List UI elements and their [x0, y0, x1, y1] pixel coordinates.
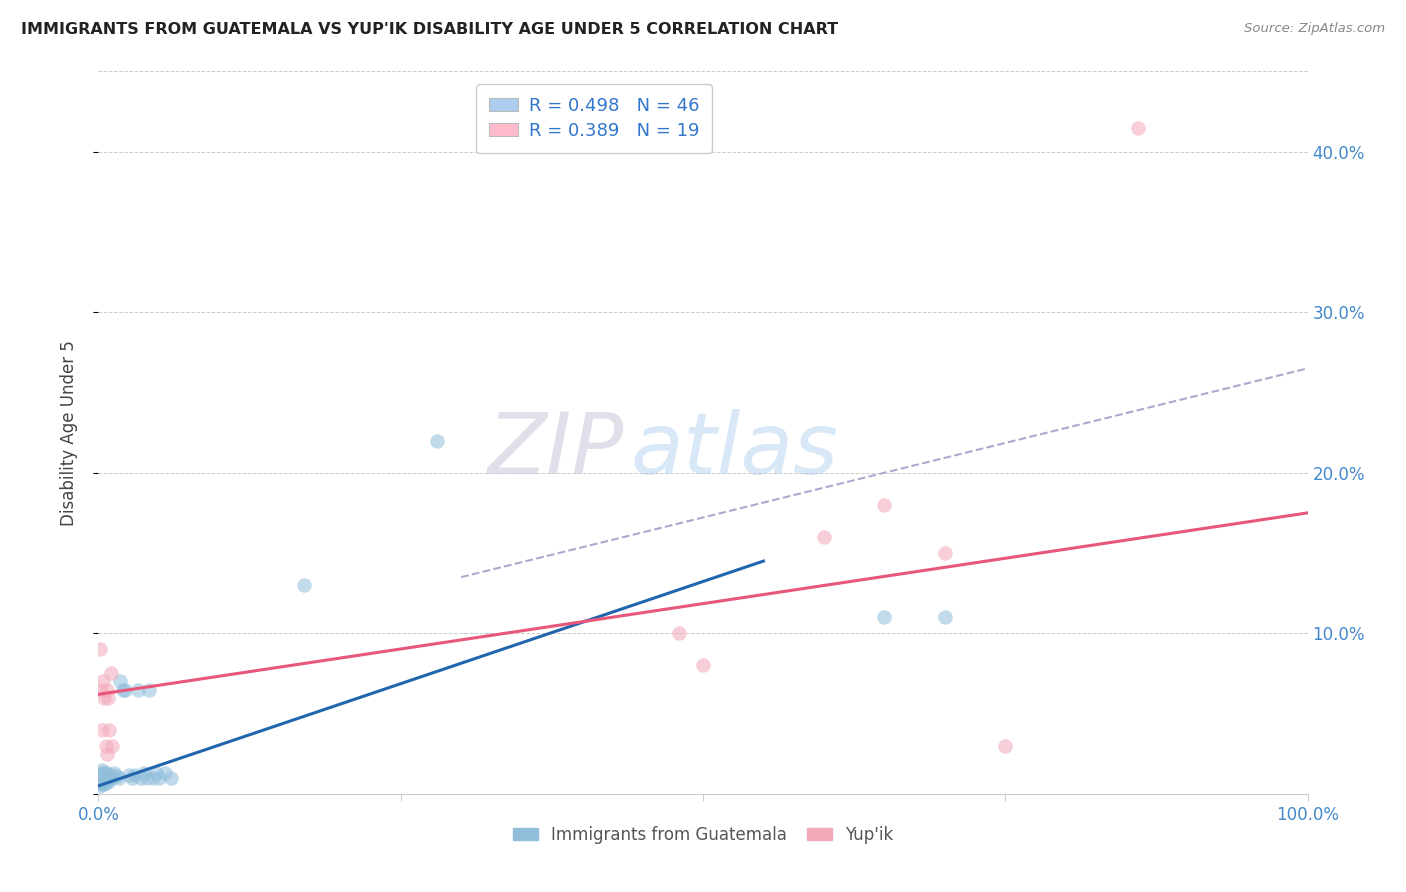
Point [426, 434, 449, 448]
Point [114, 682, 136, 697]
Point [118, 767, 141, 781]
Point [89, 771, 111, 785]
Point [142, 771, 165, 785]
Point [97, 771, 120, 785]
Text: IMMIGRANTS FROM GUATEMALA VS YUP'IK DISABILITY AGE UNDER 5 CORRELATION CHART: IMMIGRANTS FROM GUATEMALA VS YUP'IK DISA… [21, 22, 838, 37]
Y-axis label: Disability Age Under 5: Disability Age Under 5 [59, 340, 77, 525]
Point [692, 658, 714, 673]
Point [91, 774, 114, 789]
Point [103, 766, 125, 780]
Point [668, 626, 690, 640]
Point [148, 771, 170, 785]
Point [100, 739, 122, 753]
Point [96, 766, 118, 780]
Point [93, 690, 115, 705]
Point [91, 763, 114, 777]
Point [108, 771, 131, 785]
Point [94, 767, 117, 781]
Point [91, 775, 114, 789]
Text: Source: ZipAtlas.com: Source: ZipAtlas.com [1244, 22, 1385, 36]
Point [994, 739, 1017, 753]
Point [934, 610, 956, 624]
Point [96, 747, 118, 761]
Point [91, 674, 114, 689]
Point [124, 767, 146, 781]
Point [292, 578, 315, 592]
Point [96, 682, 118, 697]
Point [134, 766, 156, 780]
Legend: Immigrants from Guatemala, Yup'ik: Immigrants from Guatemala, Yup'ik [506, 819, 900, 851]
Point [873, 498, 896, 512]
Point [93, 777, 115, 791]
Point [813, 530, 835, 544]
Point [127, 682, 149, 697]
Point [93, 766, 115, 780]
Text: ZIP: ZIP [488, 409, 624, 492]
Point [160, 771, 183, 785]
Point [121, 771, 143, 785]
Point [90, 767, 112, 781]
Point [90, 777, 112, 791]
Point [93, 771, 115, 785]
Text: atlas: atlas [630, 409, 838, 492]
Point [90, 682, 112, 697]
Point [98, 774, 121, 789]
Point [108, 674, 131, 689]
Point [97, 690, 120, 705]
Point [153, 766, 176, 780]
Point [89, 642, 111, 657]
Point [89, 779, 111, 793]
Point [90, 772, 112, 787]
Point [100, 767, 122, 781]
Point [94, 775, 117, 789]
Point [1128, 120, 1150, 135]
Point [98, 723, 121, 737]
Point [91, 723, 114, 737]
Point [91, 766, 114, 780]
Point [934, 546, 956, 560]
Point [873, 610, 896, 624]
Point [100, 771, 122, 785]
Point [129, 771, 152, 785]
Point [135, 771, 157, 785]
Point [96, 772, 118, 787]
Point [91, 771, 114, 785]
Point [111, 682, 134, 697]
Point [100, 666, 122, 681]
Point [145, 766, 167, 780]
Point [105, 769, 128, 783]
Point [94, 739, 117, 753]
Point [89, 774, 111, 789]
Point [91, 767, 114, 781]
Point [138, 682, 160, 697]
